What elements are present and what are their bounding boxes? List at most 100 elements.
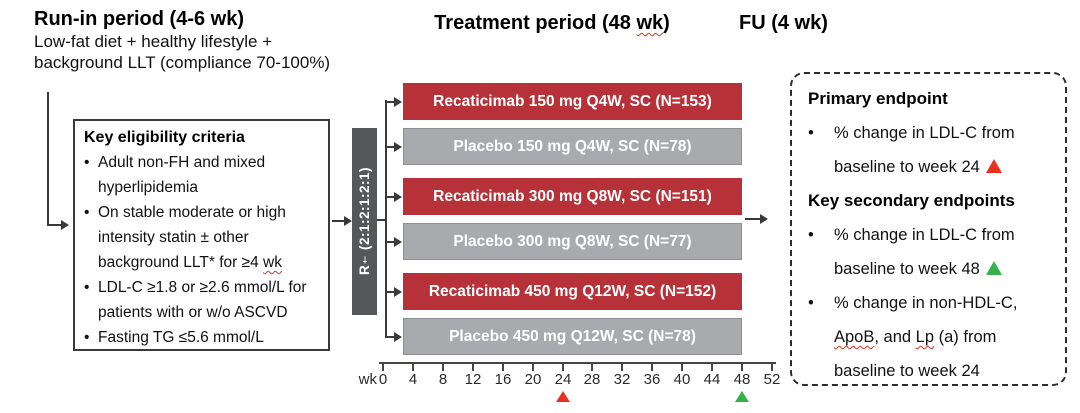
text-segment: Lp — [915, 328, 935, 346]
axis-tick-label: 36 — [643, 371, 661, 388]
axis-tick — [741, 362, 743, 371]
text-segment: ) — [663, 12, 670, 34]
runin-connector-vline — [47, 92, 49, 226]
arrow-right-icon — [61, 220, 69, 230]
endpoint-line: % change in LDL-C from — [834, 218, 1015, 252]
r-to-branch-line — [377, 219, 386, 221]
text-segment: (2:1:2:1:2:1) — [357, 167, 372, 255]
endpoint-line: % change in LDL-C from — [834, 116, 1015, 150]
branch-arrow-line — [385, 336, 395, 338]
arm-label: Recaticimab 150 mg Q4W, SC (N=153) — [433, 92, 712, 110]
arm-label: Recaticimab 300 mg Q8W, SC (N=151) — [433, 187, 712, 205]
endpoint-item-text: % change in LDL-C from baseline to week 4… — [834, 218, 1015, 286]
text-segment: patients with or w/o ASCVD — [98, 304, 288, 321]
bullet-icon: • — [808, 294, 814, 312]
green-triangle-icon — [986, 261, 1003, 275]
runin-header: Run-in period (4-6 wk) Low-fat diet + he… — [34, 8, 330, 73]
axis-tick — [711, 362, 713, 371]
arrow-right-icon — [760, 214, 768, 224]
arms-to-endpoints-line — [745, 218, 760, 220]
text-segment: Fasting TG ≤5.6 mmol/L — [98, 329, 264, 346]
arm-label: Placebo 450 mg Q12W, SC (N=78) — [449, 327, 696, 345]
runin-subtitle: Low-fat diet + healthy lifestyle + backgr… — [34, 31, 330, 73]
runin-connector-hline — [47, 224, 61, 226]
branch-arrow-line — [385, 101, 395, 103]
text-segment: % change in LDL-C from — [834, 226, 1015, 244]
eligibility-item: • On stable moderate or high intensity sta… — [84, 200, 322, 275]
eligibility-line: Fasting TG ≤5.6 mmol/L — [98, 325, 264, 350]
axis-tick — [591, 362, 593, 371]
arm-label: Placebo 300 mg Q8W, SC (N=77) — [453, 232, 692, 250]
arrow-right-icon — [394, 142, 402, 152]
arm-bar-5: Recaticimab 450 mg Q12W, SC (N=152) — [403, 273, 742, 310]
text-segment: † — [360, 254, 370, 266]
arrow-right-icon — [394, 237, 402, 247]
branch-vline — [385, 100, 387, 338]
axis-tick-label: 28 — [583, 371, 601, 388]
text-segment: background LLT* for ≥4 — [98, 254, 264, 271]
eligibility-item: • Fasting TG ≤5.6 mmol/L — [84, 325, 322, 350]
endpoint-heading: Key secondary endpoints — [808, 191, 1015, 210]
axis-tick-label: 32 — [613, 371, 631, 388]
eligibility-item-text: LDL-C ≥1.8 or ≥2.6 mmol/L for patients wi… — [98, 275, 307, 325]
eligibility-title: Key eligibility criteria — [84, 129, 245, 146]
endpoints-content: Primary endpoint • % change in LDL-C from b… — [808, 82, 1053, 388]
text-segment: Adult non-FH and mixed — [98, 154, 266, 171]
endpoint-item-text: % change in non-HDL-C, ApoB, and Lp (a) f… — [834, 286, 1017, 388]
axis-tick-label: 24 — [554, 371, 572, 388]
branch-arrow-line — [385, 241, 395, 243]
endpoint-item-text: % change in LDL-C from baseline to week 2… — [834, 116, 1015, 184]
text-segment: baseline to week 48 — [834, 260, 985, 278]
bullet-icon: • — [808, 226, 814, 244]
axis-tick-label: 16 — [494, 371, 512, 388]
branch-arrow-line — [385, 146, 395, 148]
arm-bar-6: Placebo 450 mg Q12W, SC (N=78) — [403, 318, 742, 355]
eligibility-line: background LLT* for ≥4 wk — [98, 250, 286, 275]
endpoint-heading: Primary endpoint — [808, 89, 948, 108]
arm-bar-2: Placebo 150 mg Q4W, SC (N=78) — [403, 128, 742, 165]
axis-tick-label: 40 — [673, 371, 691, 388]
text-segment: ApoB — [834, 328, 875, 346]
text-segment: % change in non-HDL-C, — [834, 294, 1018, 312]
eligibility-item: • Adult non-FH and mixed hyperlipidemia — [84, 150, 322, 200]
axis-tick-label: 12 — [464, 371, 482, 388]
axis-tick-label: 52 — [763, 371, 781, 388]
text-segment: wk — [263, 254, 282, 271]
arrow-right-icon — [344, 216, 352, 226]
red-triangle-icon — [986, 159, 1003, 173]
eligibility-items: • Adult non-FH and mixed hyperlipidemia • On… — [84, 150, 322, 350]
arrow-right-icon — [394, 192, 402, 202]
text-segment: baseline to week 24 — [834, 158, 985, 176]
randomization-bar: R† (2:1:2:1:2:1) — [352, 128, 377, 315]
branch-arrow-line — [385, 196, 395, 198]
text-segment: wk — [636, 12, 664, 34]
axis-tick — [412, 362, 414, 371]
axis-tick-label: 8 — [438, 371, 448, 388]
eligibility-box: Key eligibility criteria • Adult non-FH a… — [73, 119, 330, 351]
bullet-icon: • — [84, 204, 90, 221]
fu-title: FU (4 wk) — [739, 12, 828, 34]
elig-to-r-line — [332, 220, 344, 222]
endpoint-line: baseline to week 24 — [834, 354, 1017, 388]
runin-title: Run-in period (4-6 wk) — [34, 8, 244, 30]
text-segment: baseline to week 24 — [834, 362, 980, 380]
text-segment: R — [357, 265, 372, 276]
axis-week-prefix: wk — [358, 371, 377, 388]
arrow-right-icon — [394, 287, 402, 297]
arm-bar-3: Recaticimab 300 mg Q8W, SC (N=151) — [403, 178, 742, 215]
text-segment: Treatment period (48 — [434, 12, 637, 34]
axis-tick — [442, 362, 444, 371]
runin-subtitle-line: Low-fat diet + healthy lifestyle + — [34, 32, 273, 51]
axis-tick-label: 44 — [703, 371, 721, 388]
axis-tick — [651, 362, 653, 371]
endpoint-line: ApoB, and Lp (a) from — [834, 320, 1017, 354]
axis-tick — [532, 362, 534, 371]
text-segment: LDL-C ≥1.8 or ≥2.6 mmol/L for — [98, 279, 307, 296]
eligibility-item-text: On stable moderate or high intensity stat… — [98, 200, 286, 275]
branch-arrow-line — [385, 291, 395, 293]
axis-line — [379, 362, 776, 364]
axis-tick — [771, 362, 773, 371]
bullet-icon: • — [84, 154, 90, 171]
text-segment: , and — [874, 328, 916, 346]
